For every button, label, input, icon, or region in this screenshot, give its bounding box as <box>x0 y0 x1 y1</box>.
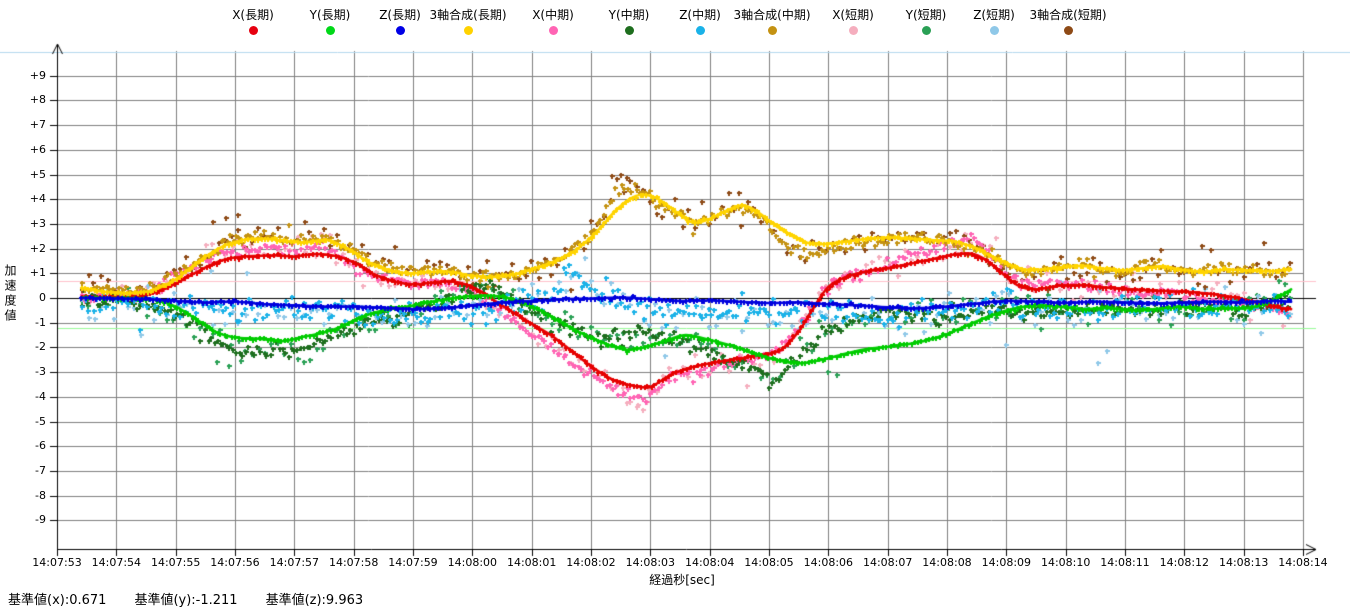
x-tick-label: 14:08:03 <box>625 556 676 569</box>
y-tick-label: +7 <box>29 118 46 132</box>
legend-color-dot-icon <box>921 26 931 35</box>
legend-item: X(中期) <box>488 8 618 35</box>
y-tick-label: -6 <box>35 439 46 453</box>
legend-item-label: 3軸合成(長期) <box>429 8 507 22</box>
legend-color-dot-icon <box>1063 26 1073 35</box>
x-tick-label: 14:07:59 <box>388 556 438 569</box>
y-tick-label: +3 <box>29 216 46 230</box>
legend-item-label: Z(短期) <box>973 8 1015 22</box>
legend-item: Z(長期) <box>335 8 465 35</box>
baseline-z-value: 基準値(z):9.963 <box>265 593 364 608</box>
x-tick-label: 14:08:06 <box>803 556 854 569</box>
legend-item-label: Y(長期) <box>309 8 351 22</box>
y-axis-title: 加速度値 <box>3 264 17 324</box>
legend-item: Y(短期) <box>861 8 991 35</box>
legend-item-label: Y(短期) <box>905 8 947 22</box>
y-tick-label: -3 <box>35 365 46 379</box>
x-tick-label: 14:07:56 <box>210 556 260 569</box>
x-axis-title: 経過秒[sec] <box>649 573 715 587</box>
y-tick-label: 0 <box>39 291 46 304</box>
y-tick-label: +1 <box>29 266 46 280</box>
x-tick-label: 14:08:05 <box>744 556 794 569</box>
y-tick-label: +2 <box>29 241 46 255</box>
x-tick-label: 14:08:00 <box>447 556 498 569</box>
legend-item-label: 3軸合成(中期) <box>733 8 811 22</box>
legend-color-dot-icon <box>989 26 999 35</box>
legend-item: 3軸合成(短期) <box>1003 8 1133 35</box>
legend-color-dot-icon <box>463 26 473 35</box>
legend-item: X(短期) <box>788 8 918 35</box>
x-tick-label: 14:07:55 <box>150 556 201 569</box>
legend-item: 3軸合成(中期) <box>707 8 837 35</box>
legend-color-dot-icon <box>695 26 705 35</box>
y-tick-label: -9 <box>35 513 46 527</box>
baseline-x-value: 基準値(x):0.671 <box>8 593 107 608</box>
x-tick-label: 14:08:11 <box>1100 556 1150 569</box>
x-tick-label: 14:08:12 <box>1159 556 1210 569</box>
x-tick-label: 14:08:02 <box>566 556 616 569</box>
legend-item: Y(長期) <box>265 8 395 35</box>
y-tick-label: +4 <box>29 192 46 206</box>
y-tick-label: -8 <box>35 488 46 502</box>
legend-color-dot-icon <box>767 26 777 35</box>
x-tick-label: 14:08:01 <box>506 556 557 569</box>
x-tick-label: 14:07:57 <box>269 556 320 569</box>
y-tick-label: -4 <box>35 389 46 403</box>
legend-item: 3軸合成(長期) <box>403 8 533 35</box>
legend-color-dot-icon <box>325 26 335 35</box>
x-tick-label: 14:08:04 <box>684 556 735 569</box>
y-tick-label: -5 <box>35 414 46 428</box>
legend-item-label: X(短期) <box>832 8 874 22</box>
x-tick-label: 14:08:08 <box>922 556 972 569</box>
baseline-values: 基準値(x):0.671 基準値(y):-1.211 基準値(z):9.963 <box>8 589 363 608</box>
legend-item: Y(中期) <box>564 8 694 35</box>
x-tick-label: 14:08:07 <box>862 556 913 569</box>
legend-item: Z(短期) <box>929 8 1059 35</box>
y-tick-label: +5 <box>29 167 46 181</box>
legend-color-dot-icon <box>395 26 405 35</box>
legend-color-dot-icon <box>848 26 858 35</box>
y-tick-label: +6 <box>29 142 46 156</box>
baseline-y-value: 基準値(y):-1.211 <box>134 593 238 608</box>
y-tick-label: -1 <box>35 315 46 329</box>
y-tick-label: +8 <box>29 93 46 107</box>
legend-item-label: X(長期) <box>232 8 274 22</box>
x-tick-label: 14:07:54 <box>91 556 142 569</box>
x-tick-label: 14:07:58 <box>328 556 379 569</box>
y-tick-label: +9 <box>29 68 46 82</box>
x-tick-label: 14:08:10 <box>1040 556 1091 569</box>
legend-item-label: X(中期) <box>532 8 574 22</box>
legend-color-dot-icon <box>624 26 634 35</box>
legend-item-label: Y(中期) <box>608 8 650 22</box>
legend-color-dot-icon <box>548 26 558 35</box>
x-tick-label: 14:07:53 <box>32 556 82 569</box>
x-tick-label: 14:08:14 <box>1278 556 1328 569</box>
legend-color-dot-icon <box>248 26 258 35</box>
legend-item-label: Z(中期) <box>679 8 721 22</box>
legend-item: Z(中期) <box>635 8 765 35</box>
x-tick-label: 14:08:13 <box>1218 556 1269 569</box>
legend-item-label: Z(長期) <box>379 8 421 22</box>
y-tick-label: -7 <box>35 463 46 477</box>
legend-item: X(長期) <box>188 8 318 35</box>
y-tick-label: -2 <box>35 340 46 354</box>
x-tick-label: 14:08:09 <box>981 556 1032 569</box>
legend-item-label: 3軸合成(短期) <box>1029 8 1107 22</box>
